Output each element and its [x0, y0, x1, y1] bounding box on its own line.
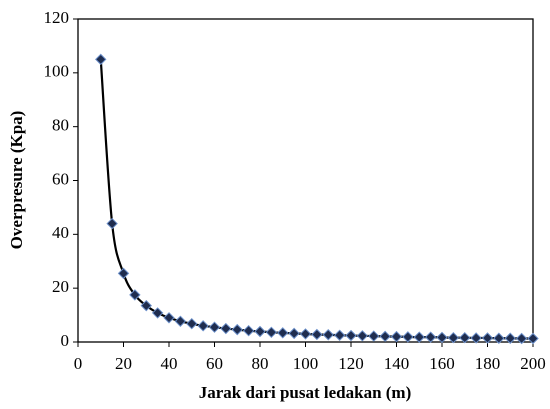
data-point — [220, 322, 232, 335]
data-point — [174, 315, 187, 327]
data-point — [470, 332, 482, 344]
y-tick-label: 40 — [52, 223, 69, 242]
data-point — [299, 328, 312, 340]
data-point — [368, 330, 380, 342]
data-point — [231, 323, 243, 336]
data-point — [436, 331, 448, 344]
data-point — [345, 329, 357, 342]
x-tick-label: 80 — [252, 354, 269, 373]
data-point — [322, 329, 334, 341]
x-tick-label: 60 — [206, 354, 223, 373]
data-point — [379, 330, 391, 343]
y-tick-label: 60 — [52, 169, 69, 188]
x-tick-label: 120 — [338, 354, 364, 373]
x-tick-label: 20 — [115, 354, 132, 373]
data-point — [265, 326, 278, 339]
x-tick-label: 180 — [475, 354, 501, 373]
x-tick-label: 200 — [520, 354, 546, 373]
data-point — [288, 327, 300, 340]
x-tick-label: 100 — [293, 354, 319, 373]
x-tick-label: 0 — [74, 354, 83, 373]
x-tick-label: 40 — [161, 354, 178, 373]
data-point — [311, 328, 323, 341]
data-point — [140, 299, 152, 312]
data-point — [95, 53, 107, 66]
data-point — [515, 332, 528, 345]
x-axis-title: Jarak dari pusat ledakan (m) — [199, 383, 412, 402]
data-point — [186, 317, 198, 330]
y-tick-label: 120 — [44, 8, 70, 27]
y-tick-label: 0 — [61, 331, 70, 350]
data-point — [151, 307, 164, 319]
y-axis-title: Overpresure (Kpa) — [7, 111, 26, 250]
data-point — [356, 330, 369, 342]
data-point — [424, 331, 437, 343]
series-line — [99, 59, 534, 340]
data-point — [390, 330, 403, 343]
data-point — [277, 327, 289, 339]
data-point — [504, 332, 516, 344]
data-point — [208, 321, 221, 333]
y-tick-label: 100 — [44, 62, 70, 81]
data-point — [163, 312, 175, 324]
data-point — [242, 324, 255, 337]
y-tick-label: 80 — [52, 116, 69, 135]
data-point — [254, 325, 266, 338]
data-point — [413, 331, 425, 343]
data-point — [106, 217, 118, 230]
y-tick-label: 20 — [52, 277, 69, 296]
data-point — [117, 267, 130, 280]
data-point — [459, 331, 471, 344]
x-tick-label: 160 — [429, 354, 455, 373]
data-point — [333, 329, 346, 341]
data-point — [493, 332, 505, 344]
x-tick-label: 140 — [384, 354, 410, 373]
data-point — [447, 331, 460, 344]
data-point — [527, 332, 539, 345]
data-point — [402, 331, 414, 343]
plot-frame — [77, 18, 534, 343]
data-point — [129, 289, 141, 301]
data-point — [481, 332, 494, 344]
data-point — [197, 320, 209, 332]
